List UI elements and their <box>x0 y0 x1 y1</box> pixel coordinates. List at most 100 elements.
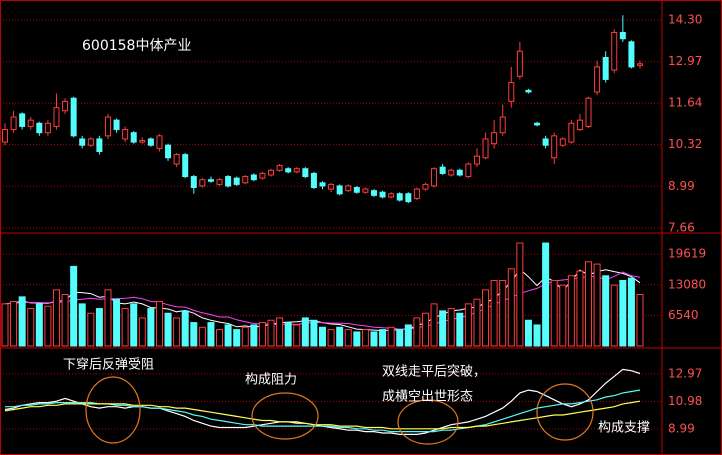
candle-body <box>585 97 592 127</box>
candle-body <box>302 168 309 178</box>
volume-bar <box>447 308 455 347</box>
volume-bar <box>276 317 284 347</box>
chart-title: 600158中体产业 <box>82 38 191 54</box>
candle-body <box>79 138 86 146</box>
candle-body <box>10 116 17 131</box>
volume-bar <box>1 303 9 347</box>
candle-body <box>525 89 532 93</box>
y-tick-label: 6540 <box>668 308 699 322</box>
volume-bar <box>576 270 584 347</box>
candle-body <box>448 169 455 176</box>
volume-bar <box>627 277 635 347</box>
annotation: 双线走平后突破， <box>382 364 486 380</box>
candle-body <box>422 183 429 190</box>
volume-bar <box>284 322 292 347</box>
volume-bar <box>319 326 326 347</box>
y-tick-label: 10.32 <box>668 137 702 151</box>
volume-bar <box>241 326 249 347</box>
candle-body <box>285 168 292 173</box>
candle-body <box>199 179 206 187</box>
volume-bar <box>267 319 275 347</box>
annotation-circle <box>251 392 319 440</box>
volume-bar <box>610 284 618 347</box>
candle-body <box>70 97 77 137</box>
volume-bar <box>636 294 644 347</box>
volume-bar <box>456 312 464 347</box>
candle-body <box>551 135 558 159</box>
candle-body <box>473 155 480 165</box>
volume-bar <box>233 329 241 347</box>
candle-body <box>542 138 549 146</box>
volume-bar <box>207 322 215 347</box>
volume-bar <box>593 263 601 347</box>
y-tick-label: 12.97 <box>668 366 702 380</box>
candle-body <box>619 31 626 40</box>
volume-bar <box>310 319 318 347</box>
candle-body <box>44 122 51 134</box>
candle-body <box>173 154 180 165</box>
volume-bar <box>250 324 258 347</box>
volume-bar <box>44 305 52 347</box>
volume-bar <box>27 308 35 347</box>
annotation-circle <box>397 399 459 445</box>
candle-body <box>576 119 583 131</box>
y-tick-label: 13080 <box>668 277 706 291</box>
volume-bar <box>353 331 361 347</box>
candle-body <box>568 122 575 143</box>
volume-bar <box>121 308 129 347</box>
candle-body <box>250 174 257 181</box>
candle-body <box>216 179 223 185</box>
candle-body <box>628 41 635 68</box>
annotation: 构成支撑 <box>598 421 650 436</box>
candle-body <box>2 129 8 143</box>
candle-body <box>413 188 420 199</box>
volume-bar <box>35 303 43 347</box>
volume-bar <box>78 303 86 347</box>
candle-body <box>508 82 515 102</box>
candle-body <box>559 138 566 146</box>
volume-bar <box>113 298 121 347</box>
y-tick-label: 10.98 <box>668 394 702 408</box>
y-tick-label: 12.97 <box>668 54 702 68</box>
volume-bar <box>336 326 344 347</box>
candle-body <box>405 193 412 203</box>
volume-bar <box>155 301 163 347</box>
candle-body <box>242 176 249 184</box>
candle-body <box>53 107 60 127</box>
annotation: 构成阻力 <box>245 373 297 388</box>
volume-bar <box>533 324 541 347</box>
volume-bar <box>216 329 224 347</box>
candle-body <box>19 113 26 127</box>
candle-body <box>190 176 197 189</box>
volume-bar <box>61 294 69 347</box>
candle-body <box>456 169 463 176</box>
annotation: 成横空出世形态 <box>382 390 473 405</box>
candle-body <box>233 177 240 185</box>
volume-bar <box>190 322 198 347</box>
candle-body <box>268 169 275 176</box>
volume-bar <box>198 326 206 347</box>
candle-body <box>336 185 343 195</box>
candle-body <box>499 116 506 134</box>
y-tick-label: 7.66 <box>668 220 695 234</box>
volume-bar <box>413 317 421 347</box>
volume-bar <box>430 303 438 347</box>
volume-bar <box>293 324 301 347</box>
candle-body <box>87 138 94 146</box>
candle-body <box>516 50 523 77</box>
volume-bar <box>87 312 95 347</box>
y-tick-label: 14.30 <box>668 12 702 26</box>
volume-bar <box>516 242 524 347</box>
y-tick-label: 11.64 <box>668 96 702 110</box>
candle-body <box>113 119 120 131</box>
candle-body <box>439 166 446 174</box>
volume-bar <box>439 310 447 347</box>
candle-body <box>602 57 609 80</box>
candle-body <box>353 187 360 193</box>
volume-bar <box>95 308 103 347</box>
candle-body <box>36 122 43 134</box>
candle-body <box>388 193 395 198</box>
volume-bar <box>507 268 515 347</box>
volume-bar <box>379 329 387 347</box>
candle-body <box>328 183 335 190</box>
